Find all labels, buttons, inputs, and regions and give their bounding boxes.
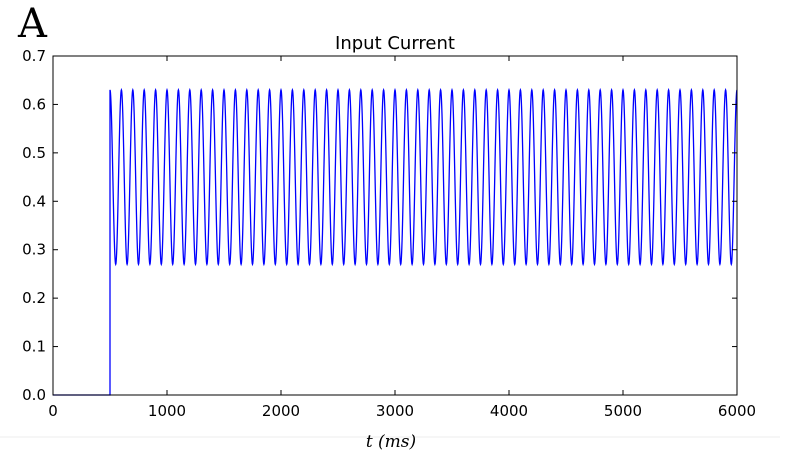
y-tick-label: 0.1	[22, 338, 46, 356]
series-line	[53, 87, 738, 396]
y-tick-label: 0.5	[22, 144, 46, 162]
x-tick-label: 6000	[718, 402, 756, 420]
y-tick-label: 0.3	[22, 241, 46, 259]
x-tick-label: 4000	[490, 402, 528, 420]
y-tick-label: 0.0	[22, 386, 46, 404]
y-tick-label: 0.7	[22, 47, 46, 65]
panel-label: A	[17, 1, 48, 47]
x-tick-label: 5000	[604, 402, 642, 420]
plot-area: 0 1000 2000 3000 4000 5000 6000 0.0 0.1 0.2 0.3 0.4…	[22, 47, 756, 420]
x-axis-label: t (ms)	[366, 432, 416, 452]
x-tick-label: 3000	[376, 402, 414, 420]
y-tick-label: 0.4	[22, 192, 46, 210]
x-tick-label: 1000	[148, 402, 186, 420]
y-tick-label: 0.2	[22, 289, 46, 307]
x-tick-label: 0	[48, 402, 58, 420]
chart-title: Input Current	[335, 33, 455, 54]
y-tick-label: 0.6	[22, 95, 46, 113]
axes-frame	[52, 55, 738, 396]
x-tick-label: 2000	[262, 402, 300, 420]
